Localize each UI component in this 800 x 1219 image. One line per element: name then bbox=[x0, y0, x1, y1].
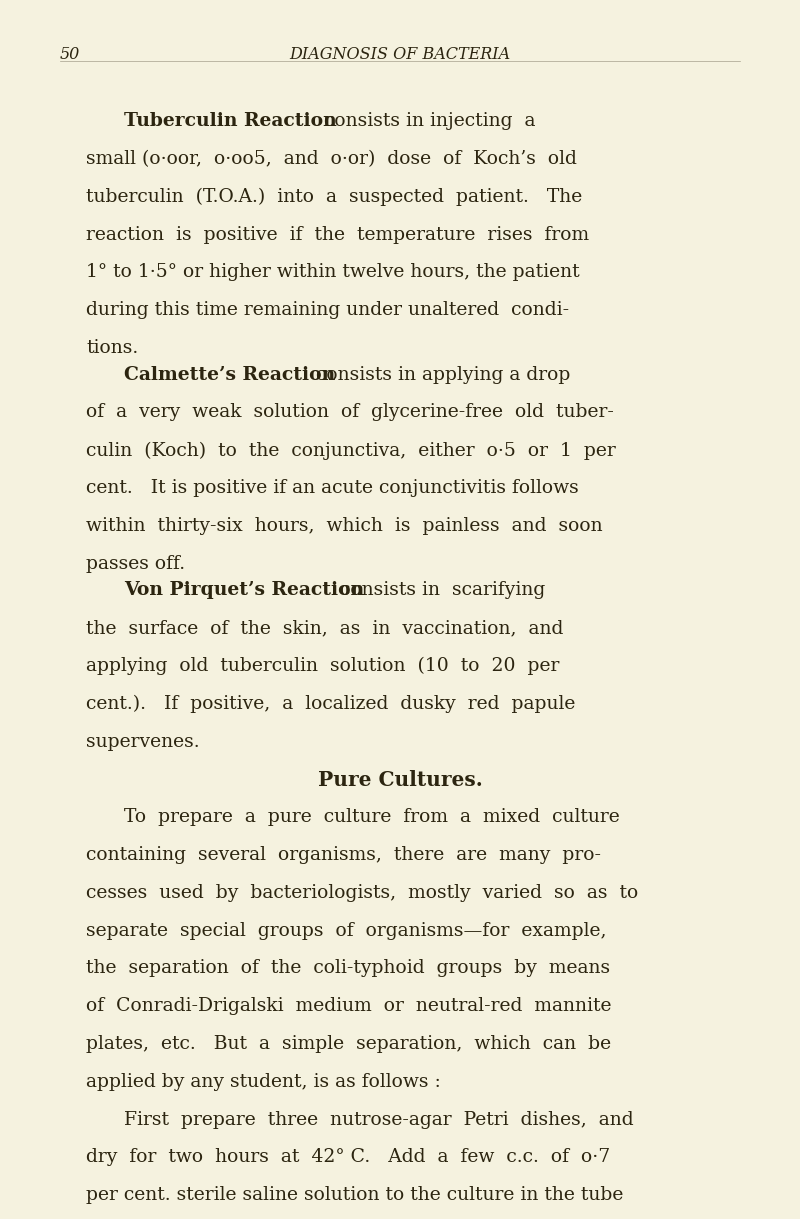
Text: applying  old  tuberculin  solution  (10  to  20  per: applying old tuberculin solution (10 to … bbox=[86, 657, 560, 675]
Text: of  a  very  weak  solution  of  glycerine-free  old  tuber-: of a very weak solution of glycerine-fre… bbox=[86, 403, 614, 422]
Text: 50: 50 bbox=[60, 46, 80, 63]
Text: First  prepare  three  nutrose-agar  Petri  dishes,  and: First prepare three nutrose-agar Petri d… bbox=[124, 1111, 634, 1129]
Text: culin  (Koch)  to  the  conjunctiva,  either  o·5  or  1  per: culin (Koch) to the conjunctiva, either … bbox=[86, 441, 616, 460]
Text: Tuberculin Reaction: Tuberculin Reaction bbox=[124, 112, 337, 130]
Text: Calmette’s Reaction: Calmette’s Reaction bbox=[124, 366, 335, 384]
Text: consists in  scarifying: consists in scarifying bbox=[334, 581, 546, 600]
Text: reaction  is  positive  if  the  temperature  rises  from: reaction is positive if the temperature … bbox=[86, 226, 590, 244]
Text: during this time remaining under unaltered  condi-: during this time remaining under unalter… bbox=[86, 301, 570, 319]
Text: applied by any student, is as follows :: applied by any student, is as follows : bbox=[86, 1073, 441, 1091]
Text: Pure Cultures.: Pure Cultures. bbox=[318, 770, 482, 790]
Text: within  thirty-six  hours,  which  is  painless  and  soon: within thirty-six hours, which is painle… bbox=[86, 517, 603, 535]
Text: containing  several  organisms,  there  are  many  pro-: containing several organisms, there are … bbox=[86, 846, 602, 864]
Text: the  surface  of  the  skin,  as  in  vaccination,  and: the surface of the skin, as in vaccinati… bbox=[86, 619, 564, 638]
Text: consists in applying a drop: consists in applying a drop bbox=[310, 366, 570, 384]
Text: DIAGNOSIS OF BACTERIA: DIAGNOSIS OF BACTERIA bbox=[290, 46, 510, 63]
Text: consists in injecting  a: consists in injecting a bbox=[318, 112, 535, 130]
Text: the  separation  of  the  coli-typhoid  groups  by  means: the separation of the coli-typhoid group… bbox=[86, 959, 610, 978]
Text: cent.).   If  positive,  a  localized  dusky  red  papule: cent.). If positive, a localized dusky r… bbox=[86, 695, 576, 713]
Text: separate  special  groups  of  organisms—for  example,: separate special groups of organisms—for… bbox=[86, 922, 607, 940]
Text: per cent. sterile saline solution to the culture in the tube: per cent. sterile saline solution to the… bbox=[86, 1186, 624, 1204]
Text: cesses  used  by  bacteriologists,  mostly  varied  so  as  to: cesses used by bacteriologists, mostly v… bbox=[86, 884, 638, 902]
Text: To  prepare  a  pure  culture  from  a  mixed  culture: To prepare a pure culture from a mixed c… bbox=[124, 808, 620, 826]
Text: small (o·oor,  o·oo5,  and  o·or)  dose  of  Koch’s  old: small (o·oor, o·oo5, and o·or) dose of K… bbox=[86, 150, 578, 168]
Text: tions.: tions. bbox=[86, 339, 138, 357]
Text: passes off.: passes off. bbox=[86, 555, 186, 573]
Text: dry  for  two  hours  at  42° C.   Add  a  few  c.c.  of  o·7: dry for two hours at 42° C. Add a few c.… bbox=[86, 1148, 610, 1167]
Text: tuberculin  (T.O.A.)  into  a  suspected  patient.   The: tuberculin (T.O.A.) into a suspected pat… bbox=[86, 188, 582, 206]
Text: of  Conradi-Drigalski  medium  or  neutral-red  mannite: of Conradi-Drigalski medium or neutral-r… bbox=[86, 997, 612, 1015]
Text: cent.   It is positive if an acute conjunctivitis follows: cent. It is positive if an acute conjunc… bbox=[86, 479, 579, 497]
Text: supervenes.: supervenes. bbox=[86, 733, 200, 751]
Text: 1° to 1·5° or higher within twelve hours, the patient: 1° to 1·5° or higher within twelve hours… bbox=[86, 263, 580, 282]
Text: plates,  etc.   But  a  simple  separation,  which  can  be: plates, etc. But a simple separation, wh… bbox=[86, 1035, 611, 1053]
Text: Von Pirquet’s Reaction: Von Pirquet’s Reaction bbox=[124, 581, 364, 600]
